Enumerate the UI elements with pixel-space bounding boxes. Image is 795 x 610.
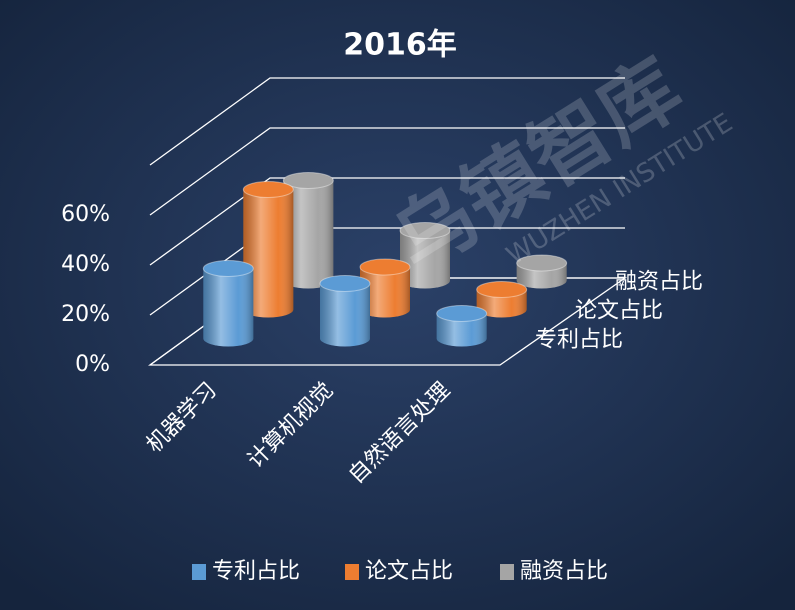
series-label: 专利占比: [535, 328, 623, 353]
cylinder-shade: [436, 313, 487, 347]
cylinder-shade: [203, 268, 254, 347]
legend-swatch: [345, 564, 359, 580]
chart-title: 2016年: [343, 28, 457, 63]
cylinder-top: [282, 172, 334, 189]
cylinder-shade: [400, 230, 450, 289]
grid-line: [149, 177, 625, 266]
cylinder-shade: [320, 283, 370, 347]
cylinder-top: [359, 258, 411, 276]
legend-label: 论文占比: [365, 559, 453, 584]
cylinder-shade: [360, 267, 410, 318]
cylinder-top: [242, 181, 294, 198]
cylinder-shade: [243, 189, 294, 318]
legend-label: 融资占比: [520, 559, 608, 584]
cylinder-top: [436, 305, 488, 322]
cylinder-shade: [476, 289, 527, 318]
legend-swatch: [192, 564, 206, 580]
cylinder-top: [399, 222, 451, 239]
y-tick-label: 60%: [61, 202, 110, 227]
cylinder-shade: [283, 180, 334, 289]
cylinder-top: [202, 260, 254, 277]
grid-line: [149, 127, 625, 216]
series-label: 融资占比: [615, 270, 703, 295]
legend-swatch: [500, 564, 514, 580]
cylinder-top: [516, 254, 568, 272]
top-grid-line: [149, 77, 625, 166]
cylinder-top: [476, 281, 528, 298]
series-label: 论文占比: [575, 299, 663, 324]
legend-label: 专利占比: [212, 559, 300, 584]
cylinder-top: [319, 275, 371, 292]
y-tick-label: 20%: [61, 302, 110, 327]
y-tick-label: 0%: [75, 352, 110, 377]
y-tick-label: 40%: [61, 252, 110, 277]
